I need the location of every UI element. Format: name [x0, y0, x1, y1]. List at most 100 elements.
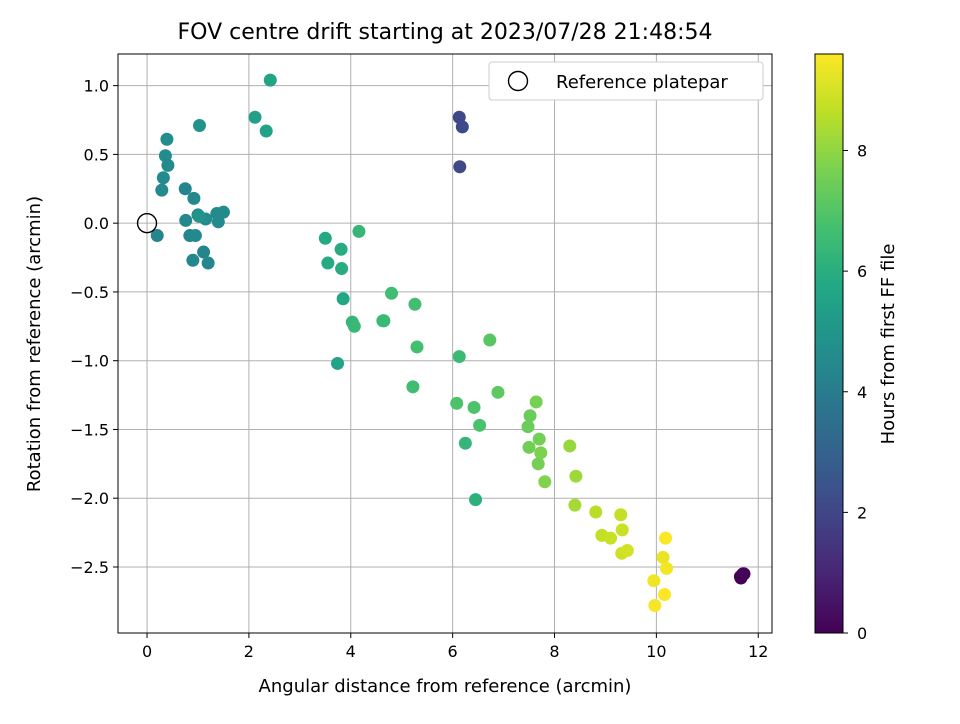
data-point	[155, 183, 169, 197]
data-point	[659, 531, 673, 545]
colorbar-tick-label: 2	[857, 503, 867, 522]
x-tick-label: 0	[142, 642, 152, 661]
data-point	[150, 229, 164, 243]
data-point	[192, 119, 206, 133]
data-point	[648, 598, 662, 612]
data-point	[656, 550, 670, 564]
data-point	[521, 420, 535, 434]
y-tick-label: 0.5	[84, 145, 109, 164]
y-tick-label: 1.0	[84, 77, 109, 96]
data-point	[211, 215, 225, 229]
data-point	[385, 286, 399, 300]
data-point	[216, 205, 230, 219]
data-point	[188, 229, 202, 243]
data-point	[352, 224, 366, 238]
x-tick-label: 10	[646, 642, 666, 661]
data-point	[197, 245, 211, 259]
data-point	[248, 110, 262, 124]
data-point	[522, 440, 536, 454]
y-tick-label: −2.5	[70, 558, 109, 577]
data-point	[318, 231, 332, 245]
data-point	[156, 171, 170, 185]
data-point	[523, 409, 537, 423]
y-tick-label: −2.0	[70, 489, 109, 508]
data-point	[450, 396, 464, 410]
data-point	[186, 253, 200, 267]
legend-box	[488, 61, 764, 101]
data-point	[335, 262, 349, 276]
data-point	[259, 124, 273, 138]
data-point	[201, 256, 215, 270]
data-point	[406, 380, 420, 394]
colorbar-ticks: 0 2 4 6 8	[843, 142, 867, 643]
chart-title: FOV centre drift starting at 2023/07/28 …	[178, 20, 713, 45]
data-point	[458, 436, 472, 450]
data-point	[347, 319, 361, 333]
data-point	[569, 469, 583, 483]
data-point	[187, 191, 201, 205]
x-tick-label: 12	[748, 642, 768, 661]
x-axis-ticks: 0 2 4 6 8 10 12	[142, 633, 768, 661]
data-points	[150, 73, 751, 612]
data-point	[331, 356, 345, 370]
colorbar-label: Hours from first FF file	[878, 244, 899, 445]
data-point	[192, 209, 206, 223]
data-point	[161, 158, 175, 172]
data-point	[534, 446, 548, 460]
reference-point	[136, 212, 158, 234]
colorbar-tick-label: 0	[857, 624, 867, 643]
data-point	[178, 182, 192, 196]
x-axis-label: Angular distance from reference (arcmin)	[259, 676, 632, 697]
data-point	[453, 160, 467, 174]
legend-reference-marker	[507, 70, 529, 92]
data-point	[614, 508, 628, 522]
legend-label: Reference platepar	[556, 72, 728, 93]
data-point	[467, 400, 481, 414]
data-point	[473, 418, 487, 432]
data-point	[531, 457, 545, 471]
data-point	[589, 505, 603, 519]
data-point	[321, 256, 335, 270]
data-point	[620, 543, 634, 557]
legend: Reference platepar	[488, 61, 764, 101]
data-point	[377, 314, 391, 328]
x-tick-label: 6	[448, 642, 458, 661]
x-tick-label: 2	[244, 642, 254, 661]
data-point	[532, 432, 546, 446]
data-point	[538, 475, 552, 489]
data-point	[647, 574, 661, 588]
y-tick-label: −1.5	[70, 420, 109, 439]
colorbar-tick-label: 6	[857, 262, 867, 281]
plot-frame	[117, 53, 773, 634]
data-point	[491, 385, 505, 399]
data-point	[160, 132, 174, 146]
data-point	[658, 587, 672, 601]
data-point	[408, 297, 422, 311]
y-tick-label: −1.0	[70, 352, 109, 371]
x-tick-label: 4	[346, 642, 356, 661]
y-axis-ticks: −2.5 −2.0 −1.5 −1.0 −0.5 0.0 0.5 1.0	[70, 77, 118, 577]
x-tick-label: 8	[549, 642, 559, 661]
y-tick-label: −0.5	[70, 283, 109, 302]
data-point	[469, 493, 483, 507]
colorbar-tick-label: 4	[857, 383, 867, 402]
reference-marker	[136, 212, 158, 234]
data-point	[615, 523, 629, 537]
data-point	[336, 292, 350, 306]
data-point	[529, 395, 543, 409]
data-point	[483, 333, 497, 347]
y-axis-label: Rotation from reference (arcmin)	[24, 196, 45, 492]
data-point	[179, 213, 193, 227]
colorbar-tick-label: 8	[857, 142, 867, 161]
data-point	[452, 350, 466, 364]
data-point	[563, 439, 577, 453]
data-point	[737, 567, 751, 581]
data-point	[410, 340, 424, 354]
data-point	[660, 561, 674, 575]
data-point	[334, 242, 348, 256]
data-point	[263, 73, 277, 87]
data-point	[455, 120, 469, 134]
grid-lines	[118, 54, 772, 633]
colorbar	[814, 53, 844, 634]
